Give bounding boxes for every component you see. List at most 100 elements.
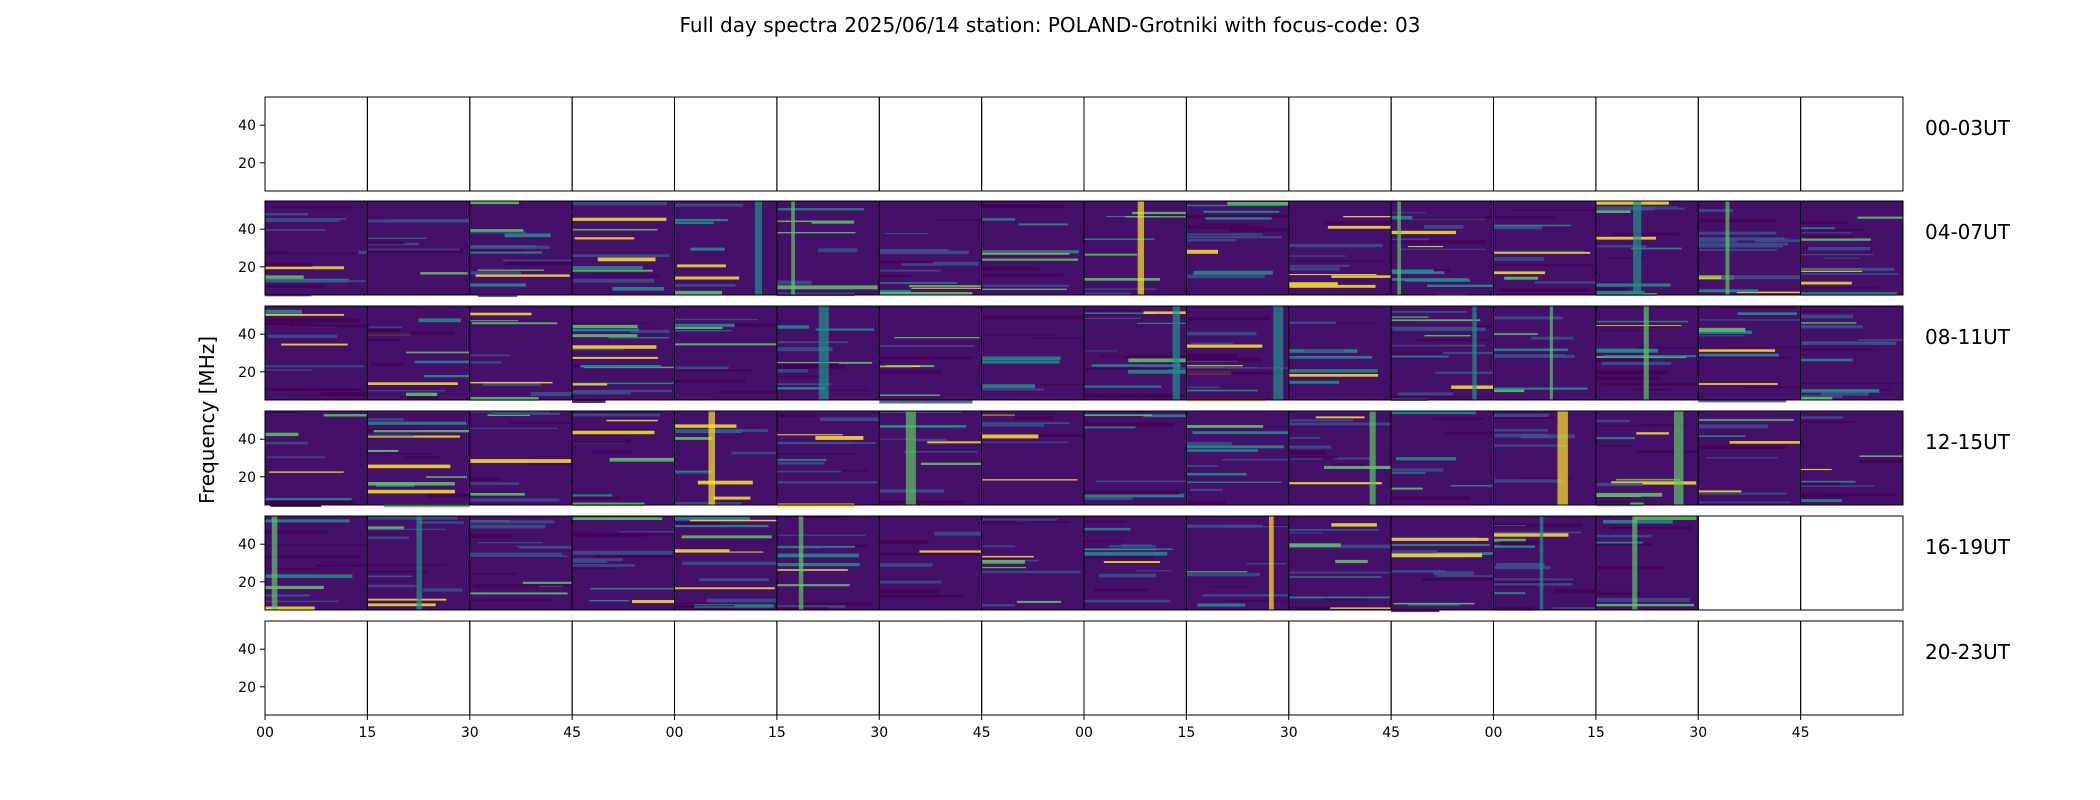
emission-band (1493, 348, 1569, 352)
emission-band (1333, 463, 1365, 467)
emission-band (1186, 233, 1263, 236)
emission-band (469, 361, 502, 364)
emission-band (1084, 540, 1125, 542)
emission-band (1186, 524, 1263, 528)
emission-band (477, 294, 518, 298)
emission-band (815, 328, 875, 331)
emission-band (1186, 354, 1238, 358)
emission-band (367, 390, 445, 392)
emission-band (1800, 228, 1864, 231)
emission-band (776, 413, 815, 418)
burst-column (1273, 306, 1284, 400)
emission-band (1595, 492, 1663, 497)
spectrum-panel (1697, 515, 1802, 611)
panel-frame (1800, 96, 1904, 192)
emission-band (1595, 566, 1666, 570)
emission-band (1755, 239, 1801, 243)
emission-band (469, 271, 522, 275)
emission-band (1014, 416, 1055, 420)
emission-band (1324, 221, 1392, 225)
emission-band (981, 441, 1069, 443)
emission-band (572, 429, 658, 431)
spectrum-panel (264, 96, 368, 192)
spectrum-background (1391, 516, 1494, 610)
emission-band (1198, 223, 1255, 226)
emission-band (265, 544, 368, 547)
emission-band (469, 427, 558, 429)
emission-band (1493, 583, 1573, 586)
emission-band (879, 290, 911, 294)
spectrum-panel (1697, 96, 1802, 192)
emission-band (469, 524, 546, 529)
emission-band (406, 392, 438, 397)
emission-band (1445, 431, 1494, 435)
emission-band (470, 201, 519, 205)
emission-band (477, 542, 543, 544)
emission-band (776, 341, 849, 344)
y-tick-label: 20 (238, 575, 256, 591)
spectrum-background (367, 201, 470, 295)
emission-band (776, 441, 854, 445)
emission-band (1397, 392, 1453, 396)
emission-band (998, 383, 1084, 386)
emission-band (469, 598, 552, 602)
emission-band (469, 245, 550, 249)
spectrum-background (1800, 411, 1903, 505)
emission-band (1493, 388, 1525, 393)
emission-band (1493, 387, 1588, 390)
spectra-row: 20 40 12-15UT (238, 410, 2011, 508)
emission-band (1493, 533, 1569, 537)
spectrum-panel (1288, 96, 1392, 192)
burst-column (708, 411, 715, 505)
emission-band (1595, 495, 1641, 497)
emission-band (1721, 275, 1801, 280)
emission-band (608, 337, 669, 339)
y-tick-label: 40 (238, 118, 256, 134)
emission-band (981, 334, 1059, 336)
panel-frame (1288, 620, 1392, 716)
emission-band (367, 331, 455, 335)
emission-band (1493, 479, 1564, 483)
emission-band (1698, 240, 1737, 243)
emission-band (418, 318, 461, 323)
panel-frame (1390, 620, 1494, 716)
emission-band (1643, 424, 1686, 427)
panel-frame (1697, 96, 1802, 192)
x-tick-label: 45 (973, 725, 991, 741)
emission-band (982, 424, 1045, 427)
burst-column (798, 516, 804, 610)
emission-band (1450, 485, 1494, 487)
emission-band (1435, 371, 1494, 374)
emission-band (265, 313, 345, 316)
emission-band (1143, 311, 1187, 314)
emission-band (1084, 309, 1143, 311)
emission-band (572, 276, 661, 278)
emission-band (1493, 581, 1558, 584)
burst-column (1269, 516, 1274, 610)
emission-band (901, 261, 979, 266)
x-axis: 00 15 30 45 00 15 30 45 00 15 30 45 00 15 30 45 (256, 715, 1810, 741)
emission-band (674, 516, 751, 521)
spectrum-panel (1390, 410, 1494, 506)
emission-band (1424, 225, 1464, 229)
emission-band (1493, 606, 1534, 611)
emission-band (1288, 264, 1350, 267)
emission-band (1859, 459, 1903, 464)
emission-band (367, 489, 455, 494)
emission-band (1595, 425, 1655, 427)
emission-band (1595, 370, 1669, 375)
emission-band (406, 351, 470, 354)
emission-band (1391, 472, 1426, 474)
emission-band (1800, 358, 1853, 362)
spectrum-background (674, 306, 777, 400)
emission-band (1630, 247, 1682, 250)
emission-band (1288, 255, 1346, 257)
emission-band (1391, 411, 1476, 415)
spectrum-panel (1697, 305, 1802, 403)
emission-band (1493, 271, 1546, 275)
emission-band (1186, 386, 1221, 388)
emission-band (1186, 500, 1226, 504)
emission-band (1391, 487, 1423, 490)
x-tick-label: 30 (1689, 725, 1707, 741)
emission-band (1698, 492, 1787, 495)
